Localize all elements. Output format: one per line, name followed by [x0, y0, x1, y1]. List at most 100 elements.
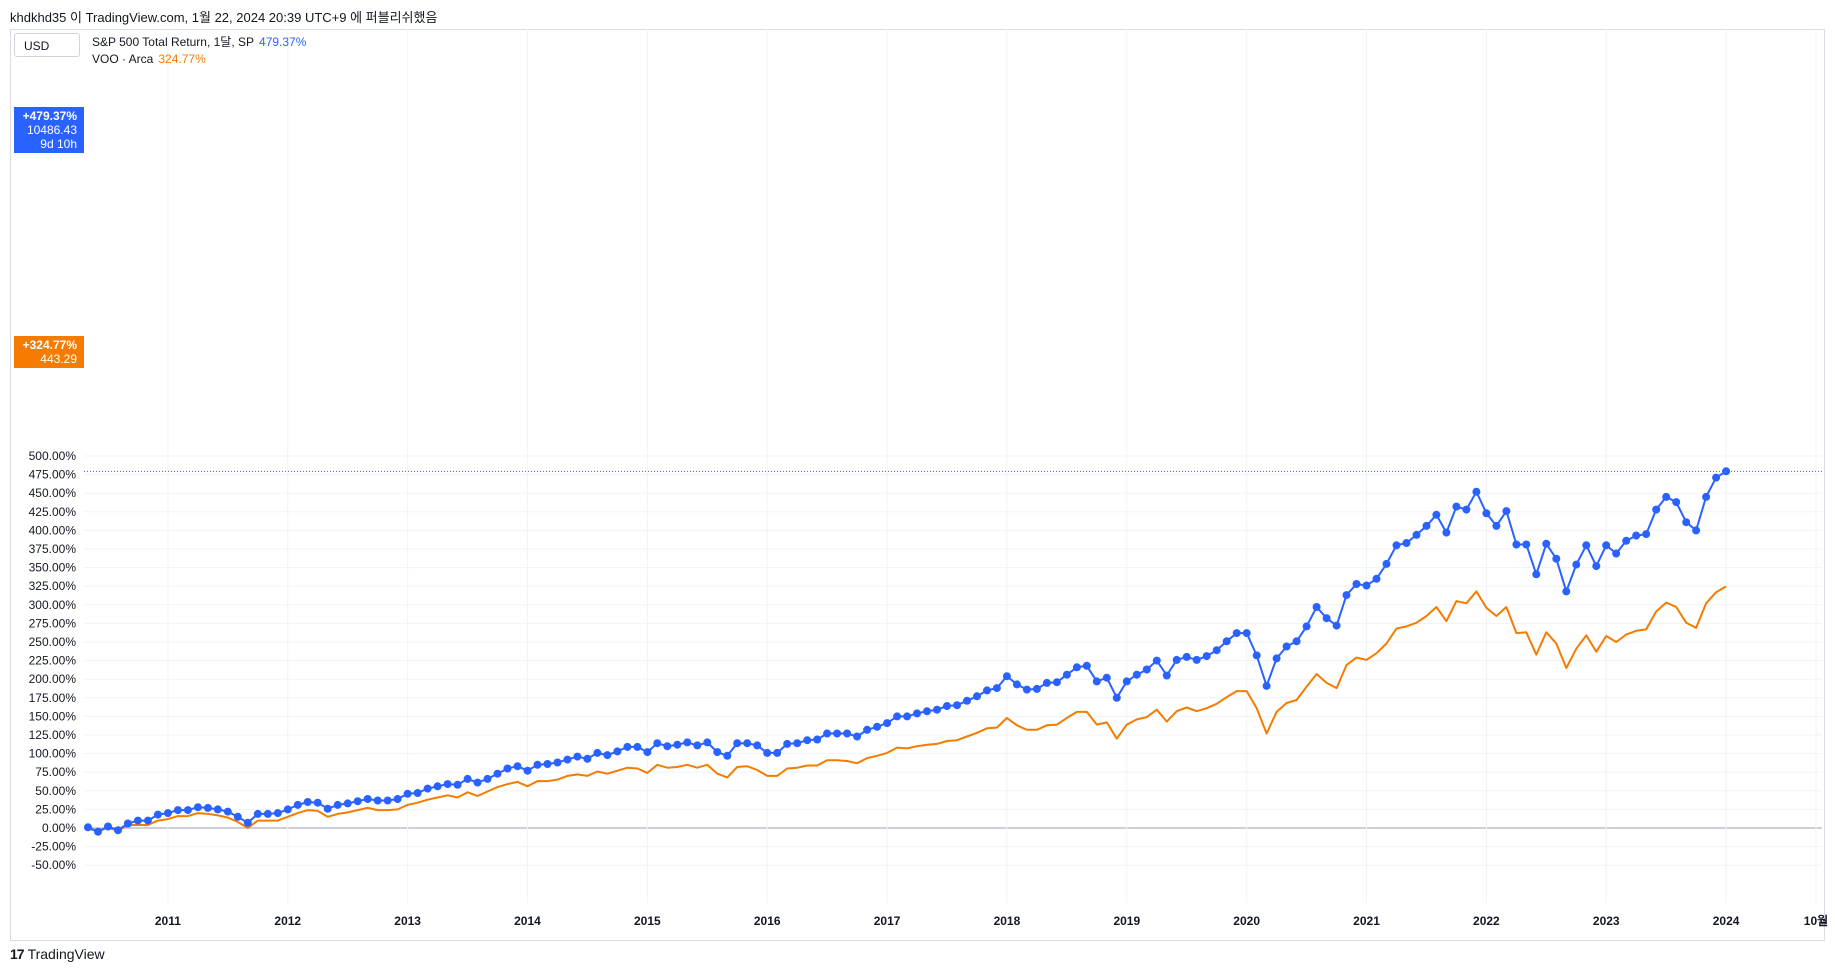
data-point-sp500 [323, 804, 332, 813]
data-point-sp500 [1332, 621, 1341, 630]
data-point-sp500 [633, 742, 642, 751]
data-point-sp500 [863, 725, 872, 734]
x-tick-label: 2015 [634, 914, 661, 928]
data-point-sp500 [263, 809, 272, 818]
data-point-sp500 [1012, 680, 1021, 689]
data-point-sp500 [104, 822, 112, 831]
data-point-sp500 [603, 751, 612, 760]
data-point-sp500 [383, 796, 392, 805]
legend-label-sp500: S&P 500 Total Return, 1달, SP [92, 35, 255, 49]
data-point-sp500 [673, 740, 682, 749]
data-point-sp500 [1022, 685, 1031, 694]
data-point-sp500 [1602, 541, 1611, 550]
data-point-sp500 [1092, 677, 1101, 686]
data-point-sp500 [1302, 622, 1311, 631]
y-tick-label: 350.00% [29, 561, 77, 575]
y-tick-label: 500.00% [29, 449, 77, 463]
data-point-sp500 [623, 742, 632, 751]
data-point-sp500 [403, 789, 412, 798]
data-point-sp500 [813, 735, 822, 744]
data-point-sp500 [913, 709, 921, 718]
x-tick-label: 2013 [394, 914, 421, 928]
data-point-sp500 [1112, 693, 1121, 702]
data-point-sp500 [1562, 587, 1571, 596]
data-point-sp500 [883, 719, 892, 728]
data-point-sp500 [593, 748, 602, 757]
data-point-sp500 [763, 748, 772, 757]
y-tick-label: 475.00% [29, 468, 77, 482]
price-tag-voo-price: 443.29 [40, 352, 77, 366]
data-point-sp500 [733, 739, 742, 748]
data-point-sp500 [533, 760, 542, 769]
data-point-sp500 [1132, 670, 1141, 679]
x-tick-label: 2023 [1593, 914, 1620, 928]
data-point-sp500 [84, 823, 92, 832]
data-point-sp500 [1652, 505, 1661, 514]
legend-row-voo[interactable]: VOO · Arca 324.77% [92, 51, 306, 68]
data-point-sp500 [473, 778, 482, 787]
data-point-sp500 [1002, 672, 1011, 681]
data-point-sp500 [1582, 541, 1591, 550]
currency-selector[interactable]: USD [14, 33, 80, 57]
data-point-sp500 [743, 739, 752, 748]
data-point-sp500 [953, 701, 961, 710]
y-tick-label: 50.00% [35, 784, 76, 798]
data-point-sp500 [493, 769, 502, 778]
data-point-sp500 [1642, 530, 1651, 539]
price-tag-sp500-price: 10486.43 [26, 123, 77, 137]
data-point-sp500 [1172, 655, 1181, 664]
y-tick-label: 75.00% [35, 765, 76, 779]
y-tick-label: 225.00% [29, 654, 77, 668]
data-point-sp500 [703, 738, 712, 747]
data-point-sp500 [1672, 498, 1681, 507]
data-point-sp500 [1202, 652, 1211, 661]
data-point-sp500 [1312, 603, 1321, 611]
data-point-sp500 [1042, 678, 1051, 687]
y-tick-label: 175.00% [29, 691, 77, 705]
data-point-sp500 [853, 732, 862, 741]
price-tag-sp500-countdown: 9d 10h [40, 137, 77, 151]
data-point-sp500 [583, 754, 592, 763]
data-point-sp500 [1662, 492, 1671, 501]
data-point-sp500 [843, 729, 852, 738]
data-point-sp500 [1552, 554, 1561, 563]
x-tick-label: 2016 [754, 914, 781, 928]
data-point-sp500 [1702, 492, 1711, 501]
data-point-sp500 [613, 747, 622, 756]
data-point-sp500 [1212, 646, 1221, 655]
data-point-sp500 [203, 803, 212, 812]
data-point-sp500 [933, 705, 941, 714]
data-point-sp500 [1422, 521, 1431, 530]
data-point-sp500 [333, 800, 342, 809]
tradingview-mark-icon: 17 [10, 946, 25, 962]
data-point-sp500 [643, 748, 652, 757]
chart-frame [10, 29, 1825, 941]
data-point-sp500 [1492, 521, 1501, 530]
data-point-sp500 [1272, 654, 1281, 663]
data-point-sp500 [1102, 673, 1111, 682]
data-point-sp500 [713, 748, 722, 757]
data-point-sp500 [1082, 661, 1091, 670]
data-point-sp500 [943, 702, 951, 710]
data-point-sp500 [253, 809, 262, 818]
data-point-sp500 [1322, 614, 1331, 623]
price-tag-voo-pct: +324.77% [22, 338, 77, 352]
data-point-sp500 [1382, 559, 1391, 568]
data-point-sp500 [1522, 540, 1531, 549]
x-tick-label: 2014 [514, 914, 541, 928]
data-point-sp500 [1462, 505, 1471, 514]
y-tick-label: 450.00% [29, 486, 77, 500]
data-point-sp500 [1502, 507, 1511, 516]
data-point-sp500 [1242, 629, 1251, 638]
data-point-sp500 [1722, 467, 1731, 476]
data-point-sp500 [653, 739, 662, 748]
x-tick-label: 2022 [1473, 914, 1500, 928]
data-point-sp500 [143, 816, 152, 825]
y-tick-label: 400.00% [29, 523, 77, 537]
data-point-sp500 [1162, 671, 1171, 680]
x-tick-label: 2020 [1233, 914, 1260, 928]
x-tick-label: 2024 [1713, 914, 1740, 928]
tradingview-logo[interactable]: 17 TradingView [10, 946, 105, 962]
legend-row-sp500[interactable]: S&P 500 Total Return, 1달, SP 479.37% [92, 34, 306, 51]
